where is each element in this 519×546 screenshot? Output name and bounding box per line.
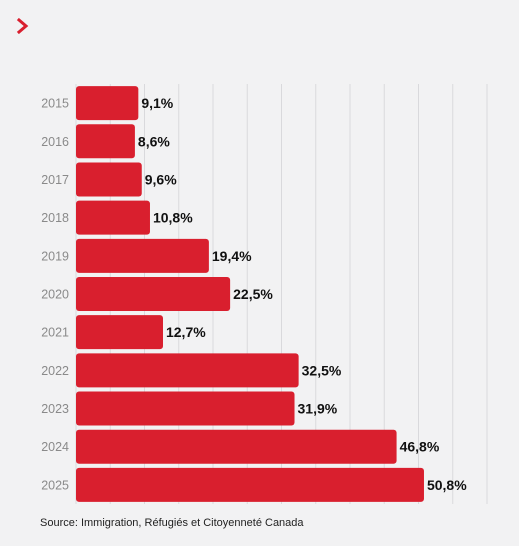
bars (76, 86, 424, 502)
bar-2016 (76, 124, 135, 159)
data-label: 10,8% (153, 210, 193, 226)
data-label: 31,9% (298, 401, 338, 417)
labels: 2015 9,1% 2016 8,6% 2017 9,6% 2018 10,8% 2019 19,… (41, 95, 467, 493)
data-label: 9,6% (145, 171, 177, 187)
data-label: 9,1% (141, 95, 173, 111)
y-tick-label: 2024 (41, 440, 69, 454)
y-tick-label: 2021 (41, 326, 69, 340)
source-note: Source: Immigration, Réfugiés et Citoyen… (40, 517, 304, 529)
y-tick-label: 2017 (41, 173, 69, 187)
y-tick-label: 2022 (41, 364, 69, 378)
data-label: 8,6% (138, 133, 170, 149)
y-tick-label: 2015 (41, 97, 69, 111)
y-tick-label: 2023 (41, 402, 69, 416)
bar-2018 (76, 200, 150, 235)
y-tick-label: 2025 (41, 478, 69, 492)
bar-2020 (76, 277, 231, 311)
data-label: 19,4% (212, 248, 252, 264)
y-tick-label: 2019 (41, 249, 69, 263)
bar-2025 (76, 467, 424, 502)
bar-2023 (76, 391, 295, 426)
y-tick-label: 2020 (41, 288, 69, 302)
chevron-right-icon (16, 18, 29, 34)
data-label: 32,5% (302, 362, 342, 378)
data-label: 46,8% (400, 439, 440, 455)
bar-2021 (76, 315, 163, 350)
data-label: 12,7% (166, 324, 206, 340)
bar-2022 (76, 353, 299, 388)
bar-2017 (76, 162, 142, 197)
data-label: 22,5% (233, 286, 273, 302)
data-label: 50,8% (427, 477, 467, 493)
bar-2015 (76, 86, 139, 121)
bar-2024 (76, 429, 397, 464)
y-tick-label: 2016 (41, 135, 69, 149)
bar-2019 (76, 238, 209, 273)
y-tick-label: 2018 (41, 211, 69, 225)
